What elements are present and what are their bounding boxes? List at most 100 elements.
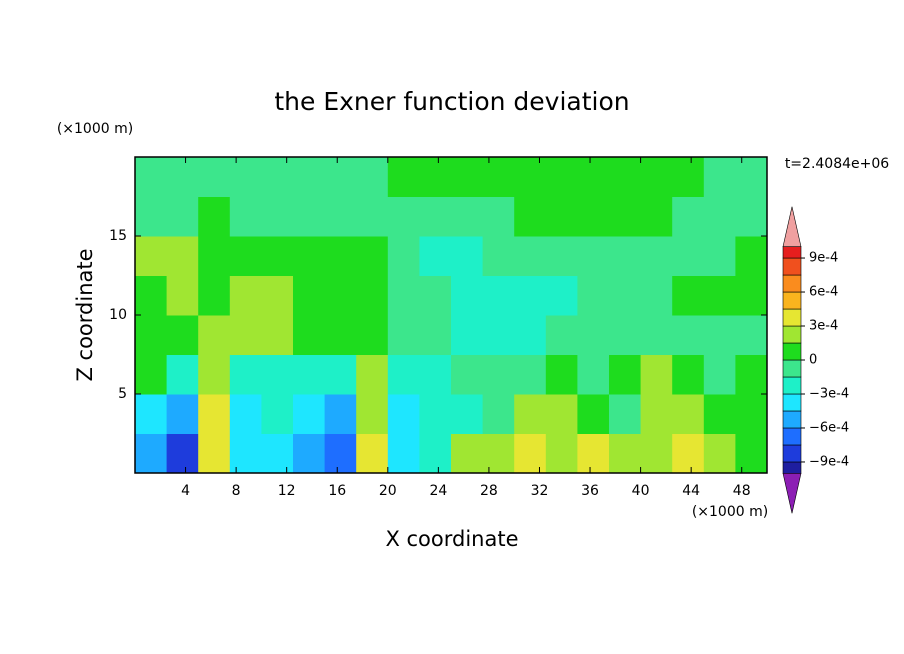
contour-cell: [545, 354, 578, 395]
contour-cell: [735, 433, 768, 474]
contour-cell: [229, 275, 262, 316]
contour-cell: [387, 275, 420, 316]
contour-cell: [640, 354, 673, 395]
x-tick-label: 40: [632, 483, 650, 499]
contour-cell: [609, 315, 642, 355]
time-label: t=2.4084e+06: [785, 156, 889, 172]
contour-cell: [514, 236, 547, 276]
x-tick-label: 28: [480, 483, 498, 499]
x-tick-label: 44: [682, 483, 700, 499]
contour-cell: [419, 196, 452, 237]
contour-cell: [451, 157, 484, 197]
contour-cell: [577, 315, 610, 355]
contour-cell: [261, 433, 294, 474]
contour-cell: [703, 354, 736, 395]
contour-cell: [735, 157, 768, 197]
contour-cell: [198, 157, 231, 197]
contour-cell: [735, 394, 768, 434]
contour-cell: [356, 275, 389, 316]
contour-cell: [545, 236, 578, 276]
colorbar-box: [782, 444, 802, 463]
contour-cell: [356, 433, 389, 474]
colorbar-box: [782, 257, 802, 276]
contour-cell: [703, 394, 736, 434]
x-unit-label: (×1000 m): [692, 504, 768, 520]
contour-cell: [514, 433, 547, 474]
contour-cell: [229, 315, 262, 355]
contour-cell: [135, 354, 168, 395]
contour-cell: [609, 196, 642, 237]
contour-cell: [735, 275, 768, 316]
colorbar-box: [782, 427, 802, 446]
contour-cell: [419, 157, 452, 197]
contour-cell: [672, 315, 705, 355]
contour-cell: [324, 157, 357, 197]
contour-cell: [135, 196, 168, 237]
contour-cell: [577, 196, 610, 237]
contour-cell: [609, 433, 642, 474]
contour-cell: [672, 394, 705, 434]
y-tick-label: 10: [109, 307, 127, 323]
contour-cell: [577, 394, 610, 434]
contour-cell: [293, 315, 326, 355]
contour-cell: [293, 157, 326, 197]
contour-cell: [293, 394, 326, 434]
contour-cell: [387, 236, 420, 276]
contour-cell: [261, 315, 294, 355]
contour-cell: [577, 157, 610, 197]
contour-cell: [482, 354, 515, 395]
contour-cell: [451, 394, 484, 434]
contour-cell: [135, 394, 168, 434]
contour-cell: [640, 196, 673, 237]
contour-cell: [261, 394, 294, 434]
contour-cell: [135, 157, 168, 197]
contour-cell: [577, 236, 610, 276]
contour-cell: [672, 157, 705, 197]
contour-cell: [324, 433, 357, 474]
colorbar-box: [782, 461, 802, 474]
contour-cell: [261, 275, 294, 316]
contour-cell: [577, 354, 610, 395]
contour-cell: [672, 236, 705, 276]
contour-cell: [324, 394, 357, 434]
x-tick-label: 16: [328, 483, 346, 499]
contour-cell: [514, 315, 547, 355]
contour-cell: [640, 275, 673, 316]
x-axis-label: X coordinate: [385, 527, 518, 551]
contour-cell: [577, 433, 610, 474]
contour-cell: [640, 157, 673, 197]
contour-cell: [135, 315, 168, 355]
contour-cell: [451, 433, 484, 474]
contour-cell: [356, 196, 389, 237]
contour-cell: [735, 196, 768, 237]
contour-cell: [166, 157, 199, 197]
contour-cell: [545, 275, 578, 316]
contour-cell: [545, 394, 578, 434]
contour-cell: [387, 157, 420, 197]
contour-cell: [609, 157, 642, 197]
contour-cell: [514, 196, 547, 237]
contour-cell: [451, 275, 484, 316]
contour-cell: [482, 196, 515, 237]
contour-cell: [198, 354, 231, 395]
x-tick-label: 32: [531, 483, 549, 499]
contour-cell: [166, 354, 199, 395]
chart-title: the Exner function deviation: [274, 87, 629, 116]
contour-cell: [419, 433, 452, 474]
contour-field: [135, 157, 768, 474]
contour-cell: [419, 275, 452, 316]
colorbar-over: [782, 206, 802, 247]
contour-cell: [735, 315, 768, 355]
colorbar-box: [782, 325, 802, 344]
contour-cell: [135, 275, 168, 316]
x-tick-label: 12: [278, 483, 296, 499]
y-unit-label: (×1000 m): [57, 121, 133, 137]
contour-cell: [482, 236, 515, 276]
contour-cell: [324, 315, 357, 355]
x-tick-label: 36: [581, 483, 599, 499]
contour-cell: [261, 236, 294, 276]
contour-cell: [451, 236, 484, 276]
contour-cell: [577, 275, 610, 316]
colorbar-box: [782, 291, 802, 310]
contour-cell: [198, 196, 231, 237]
